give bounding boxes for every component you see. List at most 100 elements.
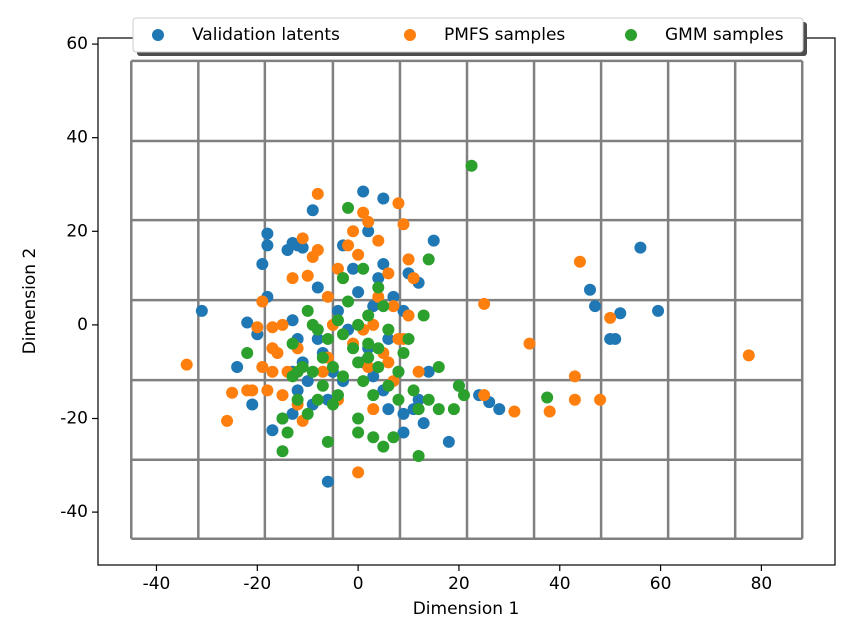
point [407, 384, 420, 397]
point [306, 365, 319, 378]
point [296, 241, 309, 254]
point [465, 159, 478, 172]
point [543, 405, 556, 418]
point [372, 234, 385, 247]
point [256, 258, 269, 271]
point [362, 361, 375, 374]
legend-label: GMM samples [665, 25, 784, 45]
point [432, 361, 445, 374]
point [221, 414, 234, 427]
point [271, 346, 284, 359]
point [589, 300, 602, 313]
point [266, 365, 279, 378]
point [301, 407, 314, 420]
point [357, 206, 370, 219]
point [372, 342, 385, 355]
y-tick-label: 20 [66, 221, 88, 241]
point [432, 403, 445, 416]
point [412, 403, 425, 416]
point [412, 365, 425, 378]
point [301, 304, 314, 317]
point [336, 272, 349, 285]
point [382, 323, 395, 336]
point [266, 424, 279, 437]
y-axis-label: Dimension 2 [20, 248, 40, 355]
point [397, 346, 410, 359]
point [452, 379, 465, 392]
point [362, 225, 375, 238]
point [256, 295, 269, 308]
point [397, 218, 410, 231]
point [402, 332, 415, 345]
point [387, 290, 400, 303]
point [352, 248, 365, 261]
point [392, 365, 405, 378]
point [742, 349, 755, 362]
point [377, 300, 390, 313]
point [326, 361, 339, 374]
point [311, 187, 324, 200]
x-tick-label: 0 [353, 574, 364, 594]
point [296, 361, 309, 374]
y-tick-label: 60 [66, 34, 88, 54]
y-tick-label: 40 [66, 128, 88, 148]
point [634, 241, 647, 254]
point [372, 281, 385, 294]
point [261, 384, 274, 397]
point [321, 332, 334, 345]
point [296, 232, 309, 245]
point [377, 192, 390, 205]
x-tick-label: 80 [751, 574, 773, 594]
point [367, 431, 380, 444]
point [387, 300, 400, 313]
point [652, 304, 665, 317]
point [266, 321, 279, 334]
point [321, 290, 334, 303]
point [316, 365, 329, 378]
point [195, 304, 208, 317]
point [180, 358, 193, 371]
point [422, 365, 435, 378]
point [367, 403, 380, 416]
point [321, 435, 334, 448]
legend-label: Validation latents [192, 25, 340, 45]
point [352, 318, 365, 331]
point [362, 309, 375, 322]
point [402, 253, 415, 266]
legend-box [132, 17, 804, 53]
point [422, 253, 435, 266]
x-tick-label: -20 [243, 574, 271, 594]
x-tick-label: 40 [549, 574, 571, 594]
point [286, 407, 299, 420]
point [241, 346, 254, 359]
point [291, 384, 304, 397]
point [362, 337, 375, 350]
point [357, 375, 370, 388]
point [362, 351, 375, 364]
point [352, 412, 365, 425]
point [311, 244, 324, 257]
point [382, 267, 395, 280]
point [493, 403, 506, 416]
point [347, 262, 360, 275]
point [367, 389, 380, 402]
point [568, 393, 581, 406]
point [231, 361, 244, 374]
point [417, 417, 430, 430]
point [357, 185, 370, 198]
point [352, 426, 365, 439]
point [367, 300, 380, 313]
point [326, 398, 339, 411]
point [291, 393, 304, 406]
point [306, 204, 319, 217]
point [523, 337, 536, 350]
point [342, 239, 355, 252]
point [392, 393, 405, 406]
point [331, 304, 344, 317]
legend-marker [625, 29, 637, 41]
point [256, 361, 269, 374]
point [261, 227, 274, 240]
point [286, 314, 299, 327]
point [276, 318, 289, 331]
point [382, 332, 395, 345]
